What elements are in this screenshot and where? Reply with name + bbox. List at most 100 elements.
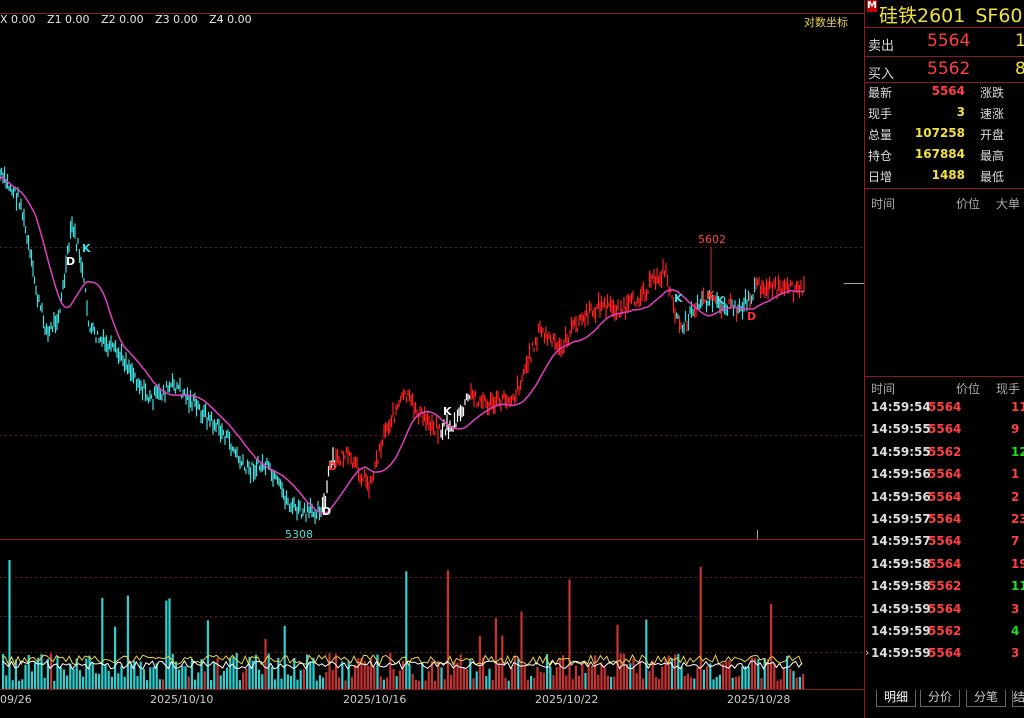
volume-bar <box>418 680 421 689</box>
volume-bar <box>104 664 107 689</box>
volume-bar <box>731 677 734 689</box>
log-scale-toggle[interactable]: 对数坐标 <box>804 16 848 29</box>
bid-row[interactable]: 买入 5562 8 <box>865 57 1024 83</box>
volume-bar <box>712 679 715 689</box>
x-axis-label: 2025/10/22 <box>535 693 599 706</box>
tab-detail[interactable]: 明细 <box>876 690 916 707</box>
volume-bar <box>312 657 315 689</box>
tab-more[interactable]: 结 <box>1012 690 1024 707</box>
volume-bar <box>347 661 350 689</box>
volume-bar <box>229 657 232 689</box>
volume-bar <box>552 675 555 689</box>
tick-row[interactable]: › 14:59:59 5564 3 <box>865 643 1024 665</box>
quote-row-current-hand: 现手 3 速涨 <box>865 102 1024 123</box>
volume-bar <box>174 661 177 689</box>
volume-bar <box>30 671 33 689</box>
volume-bar <box>235 653 238 689</box>
volume-bar <box>747 666 750 689</box>
market-badge: M <box>867 0 877 12</box>
volume-bar <box>187 676 190 689</box>
quote-label: 日增 <box>868 170 893 184</box>
volume-bar <box>309 661 312 689</box>
volume-bar <box>619 654 622 689</box>
volume-bar <box>430 660 433 689</box>
x-axis-label: 09/26 <box>0 693 32 706</box>
volume-bar <box>350 676 353 689</box>
volume-bar <box>459 654 462 689</box>
tick-volume: 9 <box>1011 422 1020 437</box>
tick-volume: 23 <box>1011 512 1024 526</box>
volume-bar <box>11 680 14 689</box>
volume-bar <box>338 677 341 689</box>
chart-area[interactable]: 5602 5308 D K D K D K K K D X 0.00 Z1 0.… <box>0 0 864 690</box>
volume-bar <box>254 654 257 689</box>
volume-bar <box>590 665 593 689</box>
tick-row[interactable]: 14:59:56 5564 2 <box>865 487 1024 509</box>
volume-bar <box>370 658 373 689</box>
tick-time: 14:59:59 <box>871 624 931 638</box>
volume-bar <box>674 654 677 689</box>
tick-row[interactable]: 14:59:57 5564 23 <box>865 509 1024 531</box>
volume-bar <box>360 657 363 689</box>
volume-bar <box>56 656 59 689</box>
volume-bar <box>171 653 174 689</box>
tick-time: 14:59:58 <box>871 556 931 571</box>
low-label: 5308 <box>285 528 313 541</box>
volume-bar <box>178 669 181 689</box>
divider <box>865 82 1024 83</box>
ticks-price-header: 价位 <box>956 382 981 396</box>
instrument-code: SF60 <box>975 5 1023 27</box>
volume-bar <box>114 626 117 689</box>
signal-marker: D <box>747 310 756 323</box>
quote-label-2: 涨跌 <box>980 86 1005 100</box>
tick-row[interactable]: 14:59:55 5562 12 <box>865 442 1024 464</box>
tab-tick-by-tick[interactable]: 分笔 <box>966 690 1006 707</box>
volume-bar <box>686 673 689 689</box>
volume-bar <box>795 677 798 689</box>
volume-bar <box>402 660 405 689</box>
tick-row[interactable]: 14:59:59 5562 4 <box>865 621 1024 643</box>
ask-row[interactable]: 卖出 5564 1 <box>865 29 1024 55</box>
volume-bar <box>446 570 449 689</box>
volume-bar <box>194 679 197 689</box>
volume-bar <box>725 661 728 689</box>
volume-bar <box>117 673 120 689</box>
volume-bar <box>238 680 241 689</box>
quote-label: 最新 <box>868 86 893 100</box>
grid <box>0 247 864 653</box>
tick-row[interactable]: 14:59:58 5564 19 <box>865 554 1024 576</box>
volume-bar <box>21 679 24 689</box>
tick-price: 5564 <box>928 489 962 504</box>
instrument-title: 硅铁2601 SF60 <box>879 1 1023 28</box>
tick-time: 14:59:56 <box>871 467 931 482</box>
tick-row[interactable]: 14:59:58 5562 11 <box>865 576 1024 598</box>
volume-bar <box>386 677 389 689</box>
tick-row[interactable]: 14:59:54 5564 11 <box>865 397 1024 419</box>
tick-row[interactable]: 14:59:59 5564 3 <box>865 599 1024 621</box>
tick-row[interactable]: 14:59:57 5564 7 <box>865 531 1024 553</box>
volume-bar <box>754 658 757 689</box>
volume-bar <box>274 679 277 689</box>
volume-bar <box>366 666 369 689</box>
volume-bar <box>344 680 347 689</box>
divider <box>865 56 1024 57</box>
tick-row[interactable]: 14:59:55 5564 9 <box>865 419 1024 441</box>
volume-bar <box>190 658 193 689</box>
quote-value: 107258 <box>914 126 965 140</box>
tick-price: 5564 <box>928 646 962 661</box>
tick-row[interactable]: 14:59:56 5564 1 <box>865 464 1024 486</box>
indicator-z2: Z2 0.00 <box>101 13 144 26</box>
volume-bar <box>395 676 398 689</box>
tab-price-distribution[interactable]: 分价 <box>920 690 960 707</box>
volume-bar <box>222 671 225 689</box>
quote-value: 167884 <box>914 147 965 161</box>
price-chart[interactable]: 5602 5308 D K D K D K K K D <box>0 0 864 690</box>
volume-bar <box>568 579 571 689</box>
volume-bar <box>427 671 430 689</box>
volume-bar <box>443 679 446 689</box>
row-cursor-icon: › <box>865 646 870 660</box>
volume-bar <box>482 657 485 689</box>
volume-bar <box>155 663 158 689</box>
volume-bar <box>546 654 549 689</box>
tick-price: 5562 <box>928 444 962 459</box>
